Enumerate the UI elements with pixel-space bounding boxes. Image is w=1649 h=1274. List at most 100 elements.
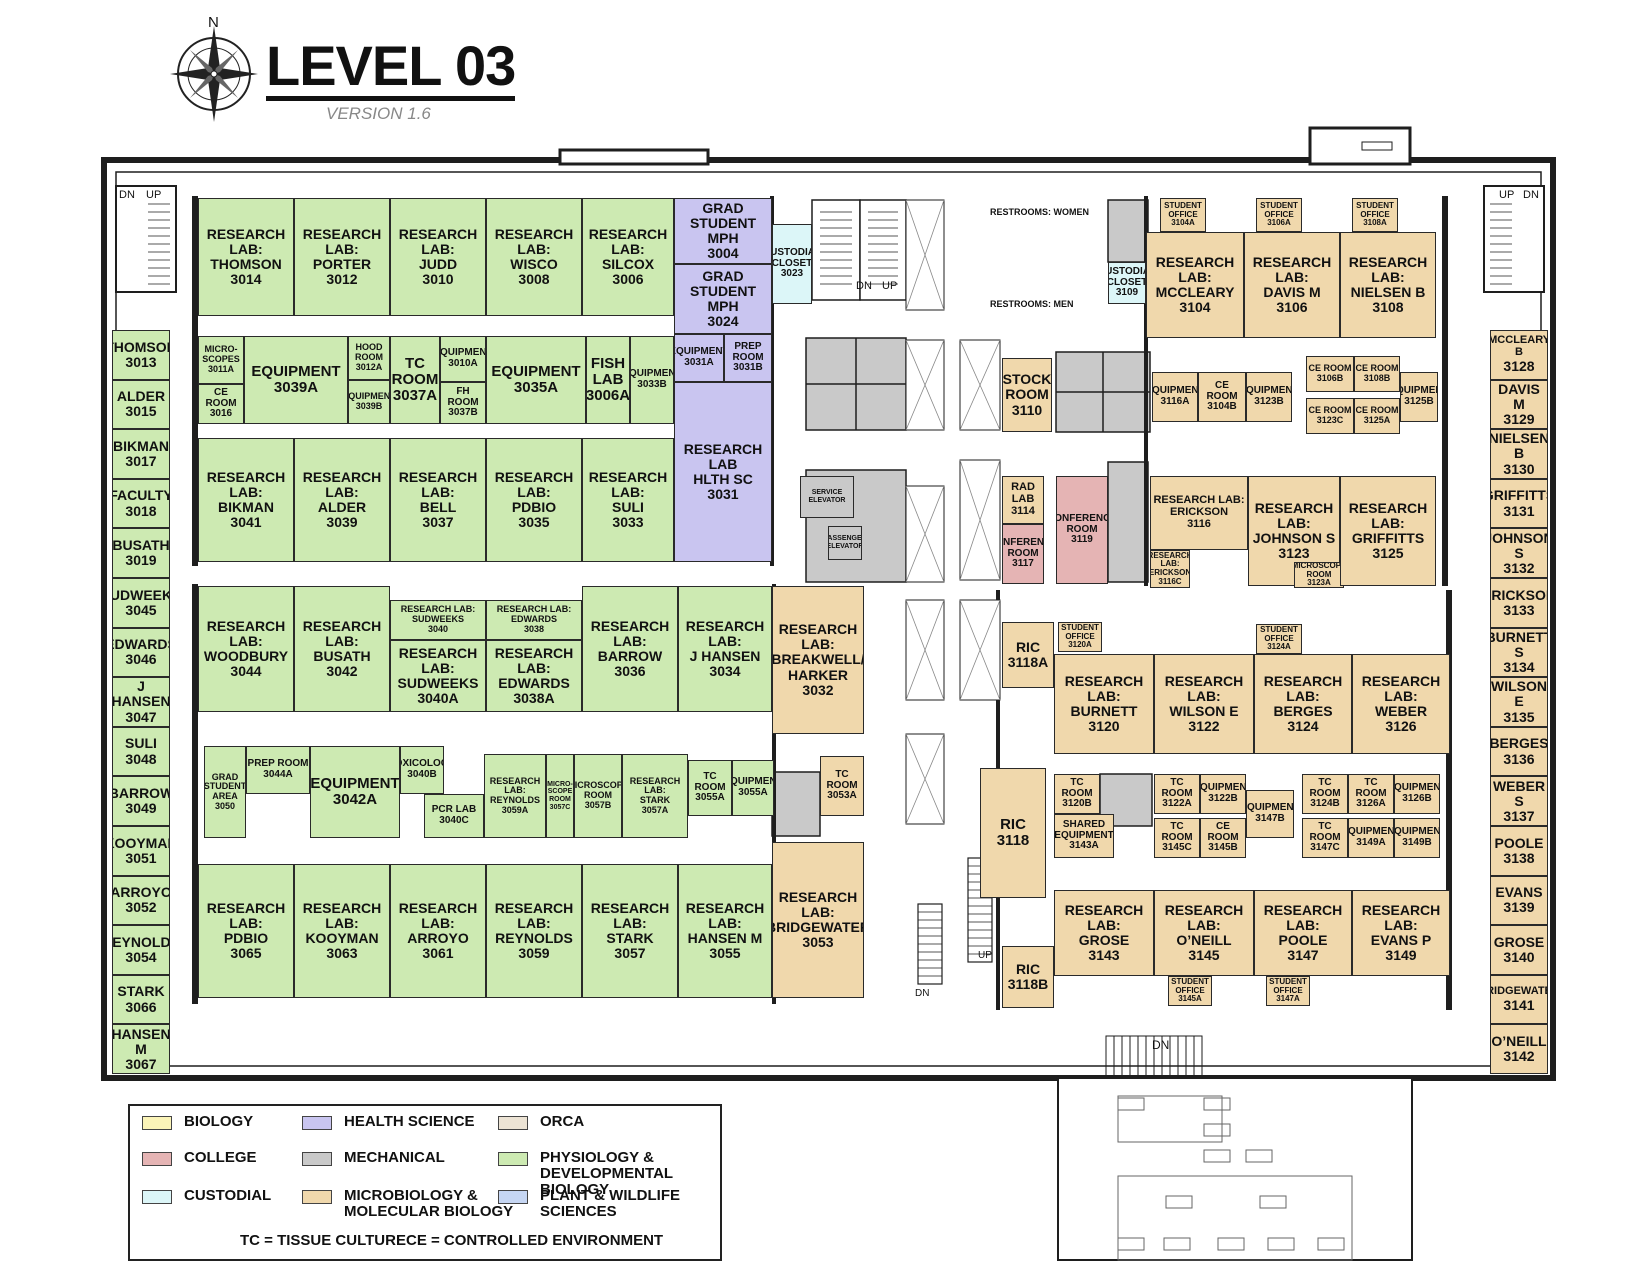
room-3006[interactable]: RESEARCH LAB: SILCOX 3006 bbox=[582, 198, 674, 316]
room-3057c[interactable]: MICRO- SCOPE ROOM 3057C bbox=[546, 754, 574, 838]
east-office[interactable]: GROSE 3140 bbox=[1490, 925, 1548, 975]
room-3145[interactable]: RESEARCH LAB: O’NEILL 3145 bbox=[1154, 890, 1254, 976]
room-3039b[interactable]: EQUIPMENT3039B bbox=[348, 380, 390, 424]
room-3037a[interactable]: TC ROOM 3037A bbox=[390, 336, 440, 424]
room-3065[interactable]: RESEARCH LAB: PDBIO 3065 bbox=[198, 864, 294, 998]
room-3124b[interactable]: TC ROOM 3124B bbox=[1302, 774, 1348, 814]
room-pass_elev[interactable]: PASSENGERELEVATOR bbox=[828, 526, 862, 560]
room-3120a[interactable]: STUDENT OFFICE 3120A bbox=[1058, 622, 1102, 652]
room-3010[interactable]: RESEARCH LAB: JUDD 3010 bbox=[390, 198, 486, 316]
room-3004[interactable]: GRAD STUDENT MPH 3004 bbox=[674, 198, 772, 264]
room-3059a[interactable]: RESEARCH LAB: REYNOLDS 3059A bbox=[484, 754, 546, 838]
room-3118b[interactable]: RIC 3118B bbox=[1002, 946, 1054, 1008]
room-3149a[interactable]: EQUIPMENT3149A bbox=[1348, 818, 1394, 858]
room-3143a[interactable]: SHARED EQUIPMENT 3143A bbox=[1054, 814, 1114, 858]
room-3053a[interactable]: TC ROOM 3053A bbox=[820, 756, 864, 816]
room-3125[interactable]: RESEARCH LAB: GRIFFITTS 3125 bbox=[1340, 476, 1436, 586]
room-3011a[interactable]: MICRO- SCOPES 3011A bbox=[198, 336, 244, 384]
west-office[interactable]: KOOYMAN3051 bbox=[112, 826, 170, 876]
east-office[interactable]: WILSON E 3135 bbox=[1490, 677, 1548, 727]
room-3120b[interactable]: TC ROOM 3120B bbox=[1054, 774, 1100, 814]
west-office[interactable]: SUDWEEKS3045 bbox=[112, 578, 170, 628]
room-3057a[interactable]: RESEARCH LAB: STARK 3057A bbox=[622, 754, 688, 838]
room-3124[interactable]: RESEARCH LAB: BERGES 3124 bbox=[1254, 654, 1352, 754]
room-3145b[interactable]: CE ROOM 3145B bbox=[1200, 818, 1246, 858]
room-3055a1[interactable]: TC ROOM 3055A bbox=[688, 760, 732, 816]
room-3040[interactable]: RESEARCH LAB: SUDWEEKS 3040 bbox=[390, 600, 486, 640]
room-svc_elev[interactable]: SERVICE ELEVATOR bbox=[800, 476, 854, 518]
room-3037b[interactable]: FH ROOM 3037B bbox=[440, 382, 486, 424]
room-3125b[interactable]: EQUIPMENT3125B bbox=[1400, 372, 1438, 422]
east-office[interactable]: BRIDGEWATER3141 bbox=[1490, 974, 1548, 1025]
room-3055[interactable]: RESEARCH LAB: HANSEN M 3055 bbox=[678, 864, 772, 998]
room-3016[interactable]: CE ROOM 3016 bbox=[198, 384, 244, 424]
west-office[interactable]: BARROW3049 bbox=[112, 776, 170, 826]
room-3106a[interactable]: STUDENT OFFICE 3106A bbox=[1256, 198, 1302, 232]
room-3143[interactable]: RESEARCH LAB: GROSE 3143 bbox=[1054, 890, 1154, 976]
east-office[interactable]: WEBER S 3137 bbox=[1490, 776, 1548, 826]
room-3106b[interactable]: CE ROOM 3106B bbox=[1306, 356, 1354, 392]
room-3120[interactable]: RESEARCH LAB: BURNETT 3120 bbox=[1054, 654, 1154, 754]
room-3109[interactable]: CUSTODIALCLOSET3109 bbox=[1108, 262, 1146, 304]
east-office[interactable]: BERGES 3136 bbox=[1490, 726, 1548, 777]
room-3117[interactable]: CONFERENCEROOM3117 bbox=[1002, 524, 1044, 584]
room-3042a[interactable]: EQUIPMENT 3042A bbox=[310, 746, 400, 838]
room-3145c[interactable]: TC ROOM 3145C bbox=[1154, 818, 1200, 858]
west-office[interactable]: SULI 3048 bbox=[112, 726, 170, 777]
room-3044[interactable]: RESEARCH LAB: WOODBURY 3044 bbox=[198, 586, 294, 712]
room-3118[interactable]: RIC 3118 bbox=[980, 768, 1046, 898]
east-office[interactable]: MCCLEARY B 3128 bbox=[1490, 330, 1548, 380]
room-3023[interactable]: CUSTODIALCLOSET3023 bbox=[772, 224, 812, 304]
room-3104b[interactable]: CE ROOM 3104B bbox=[1198, 372, 1246, 422]
room-3012[interactable]: RESEARCH LAB: PORTER 3012 bbox=[294, 198, 390, 316]
room-3149b[interactable]: EQUIPMENT3149B bbox=[1394, 818, 1440, 858]
west-office[interactable]: FACULTY 3018 bbox=[112, 478, 170, 529]
room-3037[interactable]: RESEARCH LAB: BELL 3037 bbox=[390, 438, 486, 562]
room-3123b[interactable]: EQUIPMENT3123B bbox=[1246, 372, 1292, 422]
east-office[interactable]: ERICKSON3133 bbox=[1490, 578, 1548, 628]
room-3106[interactable]: RESEARCH LAB: DAVIS M 3106 bbox=[1244, 232, 1340, 338]
room-3055a2[interactable]: EQUIPMENT3055A bbox=[732, 760, 774, 816]
room-3126b[interactable]: EQUIPMENT3126B bbox=[1394, 774, 1440, 814]
west-office[interactable]: ARROYO 3052 bbox=[112, 875, 170, 926]
room-3040b[interactable]: TOXICOLOGY3040B bbox=[400, 746, 444, 794]
room-3108[interactable]: RESEARCH LAB: NIELSEN B 3108 bbox=[1340, 232, 1436, 338]
west-office[interactable]: REYNOLDS3054 bbox=[112, 925, 170, 975]
room-3110[interactable]: STOCK ROOM 3110 bbox=[1002, 358, 1052, 432]
room-3061[interactable]: RESEARCH LAB: ARROYO 3061 bbox=[390, 864, 486, 998]
room-3122[interactable]: RESEARCH LAB: WILSON E 3122 bbox=[1154, 654, 1254, 754]
room-3123a[interactable]: MICROSCOPE ROOM 3123A bbox=[1294, 562, 1344, 588]
east-office[interactable]: NIELSEN B 3130 bbox=[1490, 429, 1548, 479]
room-3041[interactable]: RESEARCH LAB: BIKMAN 3041 bbox=[198, 438, 294, 562]
west-office[interactable]: EDWARDS3046 bbox=[112, 627, 170, 678]
room-3031b[interactable]: PREP ROOM 3031B bbox=[724, 334, 772, 382]
room-3118a[interactable]: RIC 3118A bbox=[1002, 622, 1054, 688]
room-3035a[interactable]: EQUIPMENT 3035A bbox=[486, 336, 586, 424]
room-3126[interactable]: RESEARCH LAB: WEBER 3126 bbox=[1352, 654, 1450, 754]
west-office[interactable]: ALDER 3015 bbox=[112, 379, 170, 430]
room-3040a[interactable]: RESEARCH LAB: SUDWEEKS 3040A bbox=[390, 640, 486, 712]
room-3057b[interactable]: MICROSCOPEROOM3057B bbox=[574, 754, 622, 838]
room-3104[interactable]: RESEARCH LAB: MCCLEARY 3104 bbox=[1146, 232, 1244, 338]
room-3122a[interactable]: TC ROOM 3122A bbox=[1154, 774, 1200, 814]
west-office[interactable]: THOMSON3013 bbox=[112, 330, 170, 380]
room-3031a[interactable]: EQUIPMENT3031A bbox=[674, 334, 724, 382]
east-office[interactable]: DAVIS M 3129 bbox=[1490, 379, 1548, 430]
room-3147b[interactable]: EQUIPMENT3147B bbox=[1246, 790, 1294, 838]
room-3126a[interactable]: TC ROOM 3126A bbox=[1348, 774, 1394, 814]
room-3147a[interactable]: STUDENT OFFICE 3147A bbox=[1266, 976, 1310, 1006]
room-3122b[interactable]: EQUIPMENT3122B bbox=[1200, 774, 1246, 814]
room-3012a[interactable]: HOOD ROOM 3012A bbox=[348, 336, 390, 380]
room-3053[interactable]: RESEARCH LAB:BRIDGEWATER3053 bbox=[772, 842, 864, 998]
room-3008[interactable]: RESEARCH LAB: WISCO 3008 bbox=[486, 198, 582, 316]
east-office[interactable]: O’NEILL 3142 bbox=[1490, 1024, 1548, 1074]
room-3042[interactable]: RESEARCH LAB: BUSATH 3042 bbox=[294, 586, 390, 712]
west-office[interactable]: BIKMAN 3017 bbox=[112, 429, 170, 479]
room-3063[interactable]: RESEARCH LAB: KOOYMAN 3063 bbox=[294, 864, 390, 998]
room-3108b[interactable]: CE ROOM 3108B bbox=[1354, 356, 1400, 392]
room-3149[interactable]: RESEARCH LAB: EVANS P 3149 bbox=[1352, 890, 1450, 976]
room-3032[interactable]: RESEARCH LAB: BREAKWELL/HARKER 3032 bbox=[772, 586, 864, 734]
room-3145a[interactable]: STUDENT OFFICE 3145A bbox=[1168, 976, 1212, 1006]
